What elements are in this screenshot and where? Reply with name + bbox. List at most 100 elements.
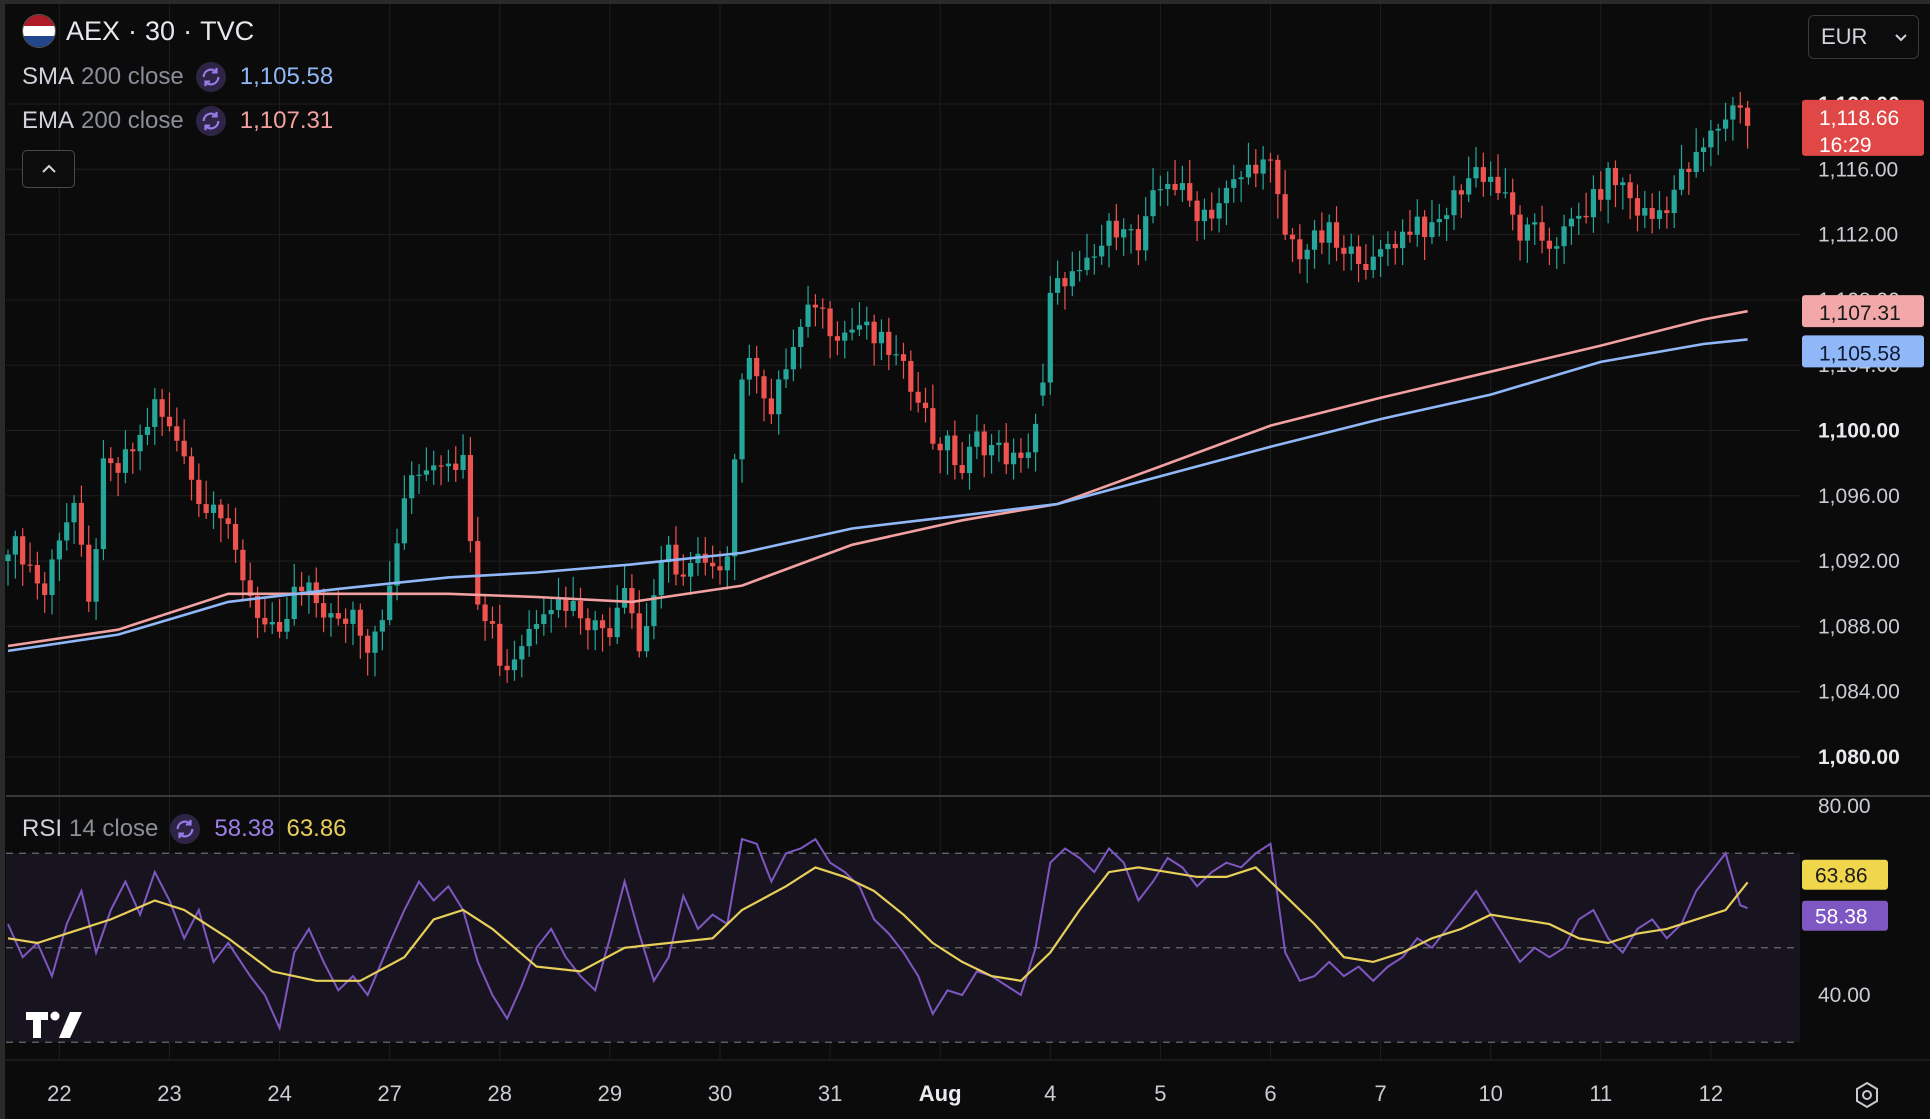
sync-icon[interactable] — [195, 106, 226, 136]
candle-body — [1502, 192, 1508, 194]
candle-body — [1554, 246, 1560, 249]
candle-body — [776, 379, 782, 415]
sync-icon[interactable] — [170, 814, 201, 844]
time-tick-label: 11 — [1589, 1081, 1612, 1106]
candle-body — [137, 434, 143, 452]
candle-body — [1238, 177, 1244, 180]
candle-body — [328, 613, 334, 618]
candle-body — [849, 329, 855, 333]
candle-body — [159, 399, 165, 417]
candle-body — [445, 463, 451, 467]
candle-body — [607, 628, 613, 638]
sma-legend[interactable]: SMA 200 close 1,105.58 — [22, 62, 333, 92]
candle-body — [467, 455, 474, 542]
candle-body — [1466, 178, 1472, 195]
candle-body — [1678, 168, 1685, 190]
candle-body — [247, 580, 253, 596]
candle-body — [996, 442, 1002, 446]
rsi-legend[interactable]: RSI 14 close 58.38 63.86 — [22, 814, 347, 844]
time-tick-label: 29 — [598, 1081, 622, 1106]
candle-body — [900, 354, 907, 361]
ema-price-badge — [1802, 295, 1924, 328]
candle-body — [1700, 147, 1707, 153]
candle-body — [702, 553, 708, 563]
collapse-legend-button[interactable] — [22, 150, 75, 188]
candle-body — [1400, 231, 1406, 249]
candle-body — [680, 574, 686, 577]
ema-params: 200 close — [81, 107, 184, 134]
candle-body — [130, 449, 136, 452]
candle-body — [1033, 423, 1039, 453]
candle-body — [1267, 159, 1274, 161]
candle-body — [688, 563, 694, 577]
candle-body — [1546, 240, 1552, 249]
candle-body — [621, 588, 628, 608]
candle-body — [210, 504, 217, 513]
candle-body — [1524, 224, 1530, 241]
sma-price-badge-text: 1,105.58 — [1819, 342, 1901, 365]
candle-body — [1568, 218, 1575, 227]
candle-body — [1260, 159, 1266, 174]
candle-body — [1392, 243, 1398, 249]
candle-body — [460, 455, 466, 470]
candle-body — [1113, 220, 1119, 238]
price-tick-label: 1,084.00 — [1818, 681, 1900, 704]
candle-body — [188, 456, 195, 480]
candle-body — [614, 607, 620, 638]
candle-body — [511, 659, 518, 671]
candle-body — [798, 326, 804, 347]
candle-body — [710, 562, 716, 567]
candle-body — [71, 502, 77, 523]
time-tick-label: 31 — [818, 1081, 842, 1106]
candle-body — [1018, 452, 1024, 458]
candle-body — [1348, 246, 1354, 254]
candle-body — [203, 504, 209, 513]
time-tick-label: 7 — [1374, 1081, 1386, 1106]
candle-body — [27, 564, 33, 566]
candle-body — [1598, 189, 1604, 200]
candle-body — [966, 446, 973, 474]
candle-body — [379, 620, 385, 632]
candle-body — [533, 624, 540, 629]
time-tick-label: 27 — [377, 1081, 401, 1106]
ema-legend[interactable]: EMA 200 close 1,107.31 — [22, 106, 333, 136]
sync-icon[interactable] — [195, 62, 226, 92]
candle-body — [1407, 231, 1413, 235]
time-tick-label: 30 — [708, 1081, 732, 1106]
candle-body — [284, 619, 290, 632]
candle-body — [372, 631, 378, 653]
candle-body — [1077, 269, 1083, 272]
tradingview-logo-icon[interactable] — [26, 1010, 84, 1040]
candle-body — [262, 617, 268, 625]
candle-body — [144, 426, 151, 435]
candle-body — [64, 522, 70, 541]
symbol-title[interactable]: AEX · 30 · TVC — [22, 14, 254, 48]
currency-select[interactable]: EUR — [1808, 15, 1919, 59]
candle-body — [871, 321, 877, 344]
settings-gear-icon[interactable] — [1852, 1080, 1882, 1110]
candle-body — [335, 613, 341, 619]
rsi-tick-label: 80.00 — [1818, 795, 1871, 818]
chevron-up-icon — [41, 164, 56, 173]
candle-body — [1040, 382, 1046, 396]
top-border — [0, 0, 1930, 4]
candle-body — [1121, 229, 1127, 238]
candle-body — [1333, 222, 1340, 248]
candle-body — [254, 595, 261, 618]
candle-body — [1319, 230, 1325, 243]
netherlands-flag-icon — [22, 14, 56, 48]
candle-body — [1590, 189, 1597, 218]
candle-body — [1715, 128, 1721, 131]
candle-body — [842, 332, 848, 341]
candle-body — [1025, 452, 1031, 458]
currency-value: EUR — [1821, 24, 1868, 49]
candle-body — [1253, 164, 1259, 174]
candle-body — [1062, 278, 1068, 287]
candle-body — [856, 325, 863, 330]
candle-body — [482, 604, 488, 622]
candle-body — [922, 402, 929, 409]
candle-body — [1532, 222, 1538, 225]
candle-body — [1275, 159, 1281, 195]
candle-body — [387, 585, 393, 621]
